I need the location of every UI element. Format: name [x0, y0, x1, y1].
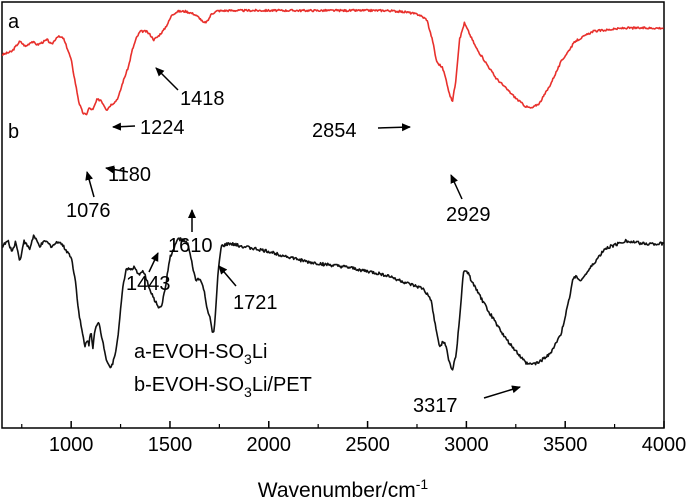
- curve-label-b: b: [8, 121, 19, 143]
- peak-label-1180: 1180: [108, 164, 151, 186]
- series-line-b: [1, 234, 665, 371]
- x-axis-title-superscript: -1: [416, 476, 429, 492]
- peak-label-1224: 1224: [140, 117, 185, 139]
- peak-arrow-2929: [450, 174, 463, 200]
- x-axis-tick-labels: 1000 1500 2000 2500 3000 3500 4000: [49, 434, 686, 456]
- peak-arrow-1721: [218, 265, 237, 287]
- peak-label-2929: 2929: [446, 204, 491, 226]
- x-tick-label: 2000: [247, 434, 292, 456]
- legend-entry-a: a-EVOH-SO3Li: [134, 341, 267, 367]
- peak-annotations: 1418 1224 1180 1076 2854 2929 1610 1443 1721 3317: [66, 67, 521, 417]
- x-tick-label: 3500: [543, 434, 588, 456]
- x-axis-title: Wavenumber/cm-1: [258, 476, 429, 502]
- peak-label-2854: 2854: [312, 120, 357, 142]
- peak-label-3317: 3317: [413, 395, 458, 417]
- spectra-series: [1, 8, 665, 371]
- x-tick-label: 2500: [345, 434, 390, 456]
- curve-label-a: a: [8, 11, 20, 33]
- peak-label-1721: 1721: [233, 292, 278, 314]
- peak-arrow-3317: [483, 385, 521, 399]
- x-tick-label: 1000: [49, 434, 94, 456]
- plot-frame: [1, 1, 665, 429]
- legend: a-EVOH-SO3Li b-EVOH-SO3Li/PET: [134, 341, 312, 400]
- peak-arrow-1076: [85, 171, 95, 198]
- legend-entry-b: b-EVOH-SO3Li/PET: [134, 374, 312, 400]
- peak-arrow-1224: [112, 122, 136, 131]
- peak-arrow-1443: [148, 252, 159, 273]
- x-tick-label: 1500: [148, 434, 193, 456]
- peak-label-1610: 1610: [168, 235, 213, 257]
- peak-arrow-1180: [105, 165, 129, 174]
- x-axis-title-text: Wavenumber/cm: [258, 479, 416, 502]
- peak-label-1076: 1076: [66, 200, 111, 222]
- x-tick-label: 3000: [444, 434, 489, 456]
- x-axis-ticks: [21, 421, 665, 428]
- peak-arrow-1418: [155, 67, 179, 91]
- peak-arrow-2854: [377, 123, 411, 132]
- peak-label-1443: 1443: [126, 273, 171, 295]
- series-line-a: [1, 8, 664, 116]
- peak-label-1418: 1418: [180, 88, 225, 110]
- x-tick-label: 4000: [642, 434, 687, 456]
